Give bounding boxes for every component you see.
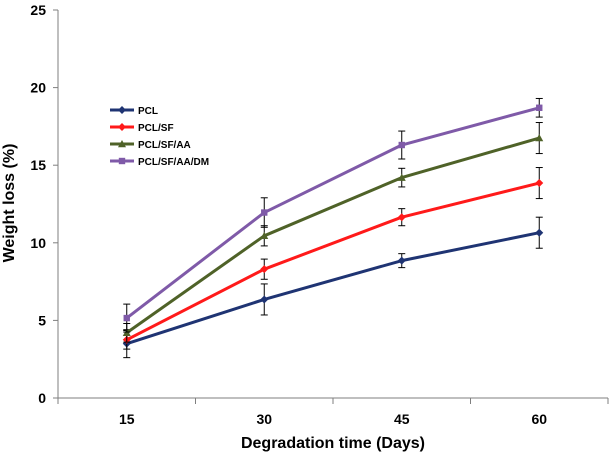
series-line [126, 181, 540, 342]
x-axis-title: Degradation time (Days) [241, 435, 425, 452]
data-point [260, 295, 269, 304]
series-line [125, 106, 540, 320]
data-point [260, 265, 269, 274]
legend-marker [118, 140, 126, 148]
y-tick-label: 15 [30, 157, 46, 173]
series-0 [122, 216, 544, 359]
data-point [397, 213, 406, 222]
data-point [535, 179, 544, 188]
legend-marker [118, 106, 126, 114]
legend-label: PCL [138, 106, 158, 117]
legend-item: PCL/SF/AA [110, 140, 191, 151]
legend-label: PCL/SF [138, 123, 174, 134]
data-point [123, 314, 130, 322]
series-line [125, 136, 540, 335]
series-1 [122, 167, 544, 350]
x-tick-label: 45 [394, 411, 410, 427]
legend-item: PCL/SF [110, 123, 174, 134]
data-point [398, 141, 405, 149]
legend-label: PCL/SF/AA [138, 140, 191, 151]
axes: 0 5 10 15 20 25 15 30 45 60 [30, 2, 609, 427]
legend-item: PCL [110, 106, 158, 117]
data-point [397, 256, 406, 265]
legend-label: PCL/SF/AA/DM [138, 157, 209, 168]
y-tick-label: 20 [30, 80, 46, 96]
x-tick-label: 15 [119, 411, 135, 427]
data-series [122, 97, 544, 359]
data-point [535, 134, 544, 142]
data-point [535, 228, 544, 237]
series-3 [123, 97, 543, 333]
y-axis-title: Weight loss (%) [1, 144, 18, 263]
y-tick-label: 0 [38, 390, 46, 406]
y-tick-label: 25 [30, 2, 46, 18]
data-point [260, 231, 269, 240]
data-point [536, 104, 543, 111]
y-tick-label: 10 [30, 235, 46, 251]
x-tick-label: 30 [256, 411, 272, 427]
legend-marker [118, 123, 126, 131]
legend-marker [118, 157, 126, 165]
series-line [126, 231, 540, 346]
y-tick-label: 5 [38, 312, 46, 328]
data-point [397, 173, 406, 181]
legend: PCL PCL/SF PCL/SF/AA PCL/SF/AA/DM [110, 106, 209, 168]
x-tick-label: 60 [531, 411, 547, 427]
legend-item: PCL/SF/AA/DM [110, 157, 209, 168]
data-point [261, 209, 268, 216]
